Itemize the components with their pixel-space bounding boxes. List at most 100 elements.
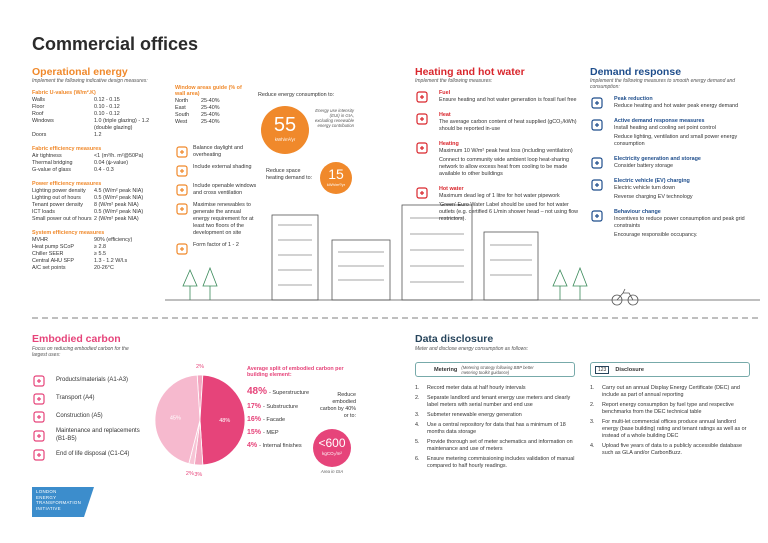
section-title: Operational energy [32, 66, 128, 78]
row-value: 25-40% [201, 119, 220, 126]
section-intro: Meter and disclose energy consumption as… [415, 346, 529, 352]
item-text: Electric vehicle turn down [614, 185, 676, 192]
measure: Maximise renewables to generate the annu… [175, 202, 257, 237]
logo: LONDON ENERGY TRANSFORMATION INITIATIVE [36, 489, 81, 512]
table-row: Tenant power density 8 (W/m² peak NIA) [32, 202, 162, 209]
split-value: 16% [247, 416, 262, 423]
item: Fuel Ensure heating and hot water generat… [415, 90, 580, 106]
list-item: 2. Separate landlord and tenant energy us… [415, 395, 580, 409]
table-row: Doors 1.2 [32, 132, 162, 139]
icon [33, 448, 45, 461]
table-row: Lighting out of hours 0.5 (W/m² peak NIA) [32, 195, 162, 202]
icon [176, 184, 188, 196]
list-text: Carry out an annual Display Energy Certi… [602, 385, 740, 399]
row-label: Roof [32, 111, 44, 118]
icon [176, 243, 188, 255]
stage: Maintenance and replacements (B1-B5) [32, 428, 147, 444]
disclosure-title: Disclosure [615, 366, 644, 373]
eui-label: Reduce energy consumption to: [258, 92, 335, 98]
pie-label: 48% [219, 418, 230, 424]
item-title: Behaviour change [614, 209, 661, 216]
row-label: Thermal bridging [32, 160, 73, 167]
table-row: North 25-40% [175, 98, 253, 105]
section-intro: Implement the following measures: [415, 78, 493, 84]
heating-demand-circle [320, 162, 352, 194]
disclosure-box: 123 Disclosure [590, 362, 750, 377]
item-title: Active demand response measures [614, 118, 705, 125]
split-value: 15% [247, 429, 262, 436]
measure-text: Maximise renewables to generate the annu… [193, 202, 254, 237]
list-text: Record meter data at half hourly interva… [427, 385, 526, 391]
measure: Balance daylight and overheating [175, 145, 257, 159]
item-title: Fuel [439, 90, 451, 96]
item: Peak reduction Reduce heating and hot wat… [590, 96, 755, 112]
list-number: 4. [590, 443, 595, 450]
pie-chart: 2%48%3%2%45% [154, 364, 246, 478]
icon [176, 203, 188, 215]
row-value: 90% (efficiency) [94, 237, 133, 244]
metering-box: Metering (Metering strategy following BB… [415, 362, 575, 377]
item: Behaviour change Incentives to reduce pow… [590, 209, 755, 241]
table-row: G-value of glass 0.4 - 0.3 [32, 167, 162, 174]
stage-name: Products/materials (A1-A3) [56, 377, 129, 384]
disclosure-list: 1. Carry out an annual Display Energy Cer… [590, 385, 750, 460]
metering-list: 1. Record meter data at half hourly inter… [415, 385, 580, 473]
icon [33, 375, 45, 387]
table-row: Roof 0.10 - 0.12 [32, 111, 162, 118]
measure: Include openable windows and cross venti… [175, 183, 257, 197]
split-item: 48% - Superstructure [247, 386, 337, 397]
pie-label: 2% [186, 471, 194, 477]
list-number: 3. [415, 412, 420, 419]
eui-value: 55 [273, 114, 297, 136]
split-heading: Average split of embodied carbon per bui… [247, 366, 344, 378]
item-text: Install heating and cooling set point co… [614, 125, 716, 132]
measure: Include external shading [175, 164, 257, 178]
icon [416, 91, 428, 103]
item-text: Reverse charging EV technology [614, 194, 693, 201]
item-title: Hot water [439, 186, 464, 193]
metering-note: (Metering strategy following BBP better … [461, 364, 534, 375]
split-list: 48% - Superstructure 17% - Substructure 16% -… [247, 386, 337, 455]
table-row: Air tightness <1 (m³/h. m²@50Pa) [32, 153, 162, 160]
list-number: 1. [415, 385, 420, 391]
section-title: Data disclosure [415, 333, 494, 345]
stage: End of life disposal (C1-C4) [32, 448, 147, 462]
list-number: 1. [590, 385, 595, 391]
item-body: Electric vehicle (EV) charging Electric v… [614, 178, 755, 203]
list-text: Provide thorough set of meter schematics… [427, 439, 573, 453]
row-value: 0.4 - 0.3 [94, 167, 114, 174]
row-label: G-value of glass [32, 167, 71, 174]
list-item: 6. Ensure metering commissioning includes… [415, 456, 580, 470]
row-label: Doors [32, 132, 47, 139]
measure-text: Include external shading [193, 164, 252, 171]
icon [591, 179, 603, 191]
item-body: Hot water Maximum dead leg of 1 litre for… [439, 186, 580, 225]
row-value: 2 (W/m² peak NIA) [94, 216, 139, 223]
list-text: Separate landlord and tenant energy use … [427, 395, 571, 409]
row-value: <1 (m³/h. m²@50Pa) [94, 153, 144, 160]
disclosure-icon: 123 [595, 365, 610, 374]
icon [591, 119, 603, 131]
pie-label: 3% [194, 472, 202, 478]
list-text: Report energy consumption by fuel type a… [602, 402, 734, 416]
logo-line: INITIATIVE [36, 506, 61, 512]
icon [33, 393, 45, 405]
split-name: - Internal finishes [259, 443, 302, 449]
split-value: 17% [247, 403, 262, 410]
list-item: 5. Provide thorough set of meter schemati… [415, 439, 580, 453]
stage: Transport (A4) [32, 392, 147, 406]
table-row: Lighting power density 4.5 (W/m² peak NIA… [32, 188, 162, 195]
table-heading: Power efficiency measures [32, 181, 102, 188]
item-text: Maximum 10 W/m² peak heat loss (includin… [439, 148, 573, 155]
item: Electricity generation and storage Consid… [590, 156, 755, 172]
item-text: Reduce lighting, ventilation and small p… [614, 134, 738, 148]
row-label: East [175, 105, 186, 112]
row-value: 8 (W/m² peak NIA) [94, 202, 139, 209]
table-row: MVHR 90% (efficiency) [32, 237, 162, 244]
item-title: Electricity generation and storage [614, 156, 701, 163]
row-label: ICT loads [32, 209, 55, 216]
item-text: The average carbon content of heat suppl… [439, 119, 577, 133]
heating-items: Fuel Ensure heating and hot water generat… [415, 90, 580, 231]
item: Hot water Maximum dead leg of 1 litre for… [415, 186, 580, 225]
